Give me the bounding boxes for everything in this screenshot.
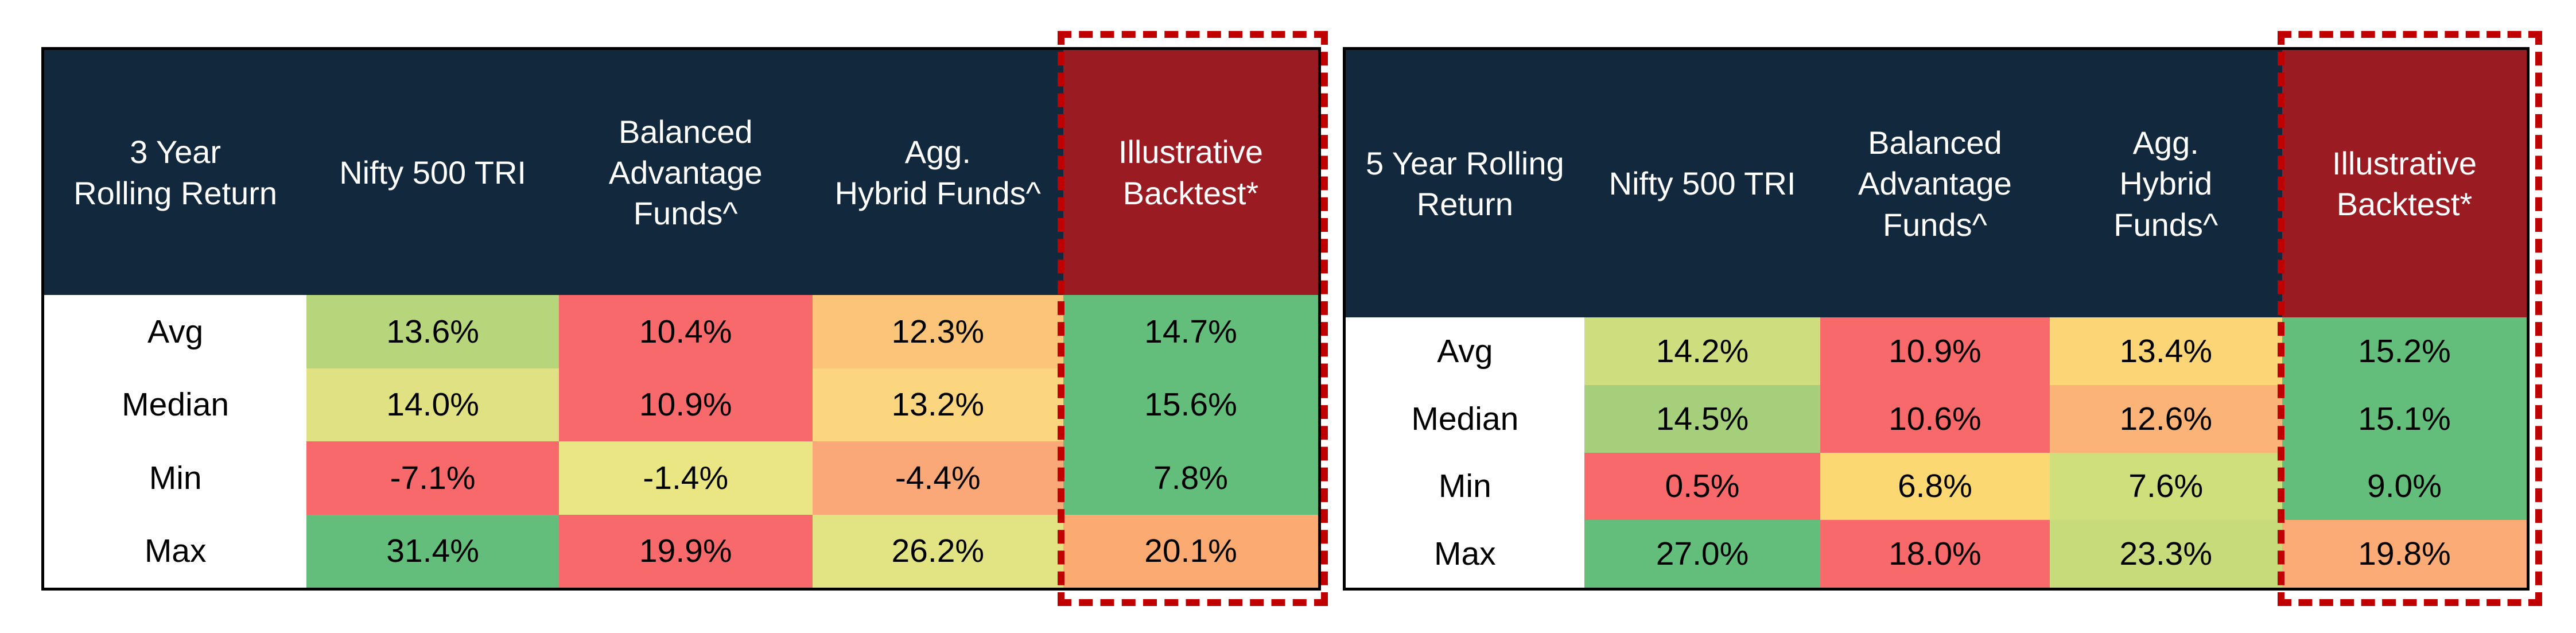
row-label-median-3yr: Median: [44, 368, 307, 441]
row-label-avg-5yr: Avg: [1346, 317, 1584, 385]
heatmap-cell-min-nifty-5yr: 0.5%: [1584, 452, 1821, 521]
column-header-illustrative-backtest-3yr: Illustrative Backtest*: [1063, 50, 1318, 295]
column-header-agg-hybrid-funds-3yr: Agg. Hybrid Funds^: [812, 50, 1063, 295]
heatmap-cell-min-backtest-3yr: 7.8%: [1063, 441, 1318, 515]
table-row-median-5yr: Median 14.5% 10.6% 12.6% 15.1%: [1346, 385, 2527, 453]
row-label-avg-3yr: Avg: [44, 295, 307, 368]
table-row-min-3yr: Min -7.1% -1.4% -4.4% 7.8%: [44, 441, 1318, 515]
heatmap-cell-avg-backtest-3yr: 14.7%: [1063, 295, 1318, 368]
heatmap-cell-min-baf-5yr: 6.8%: [1820, 452, 2050, 521]
heatmap-cell-median-backtest-3yr: 15.6%: [1063, 368, 1318, 441]
row-label-min-5yr: Min: [1346, 452, 1584, 521]
heatmap-cell-avg-ahf-5yr: 13.4%: [2049, 317, 2282, 385]
heatmap-cell-avg-nifty-3yr: 13.6%: [306, 295, 559, 368]
header-row-3yr: 3 Year Rolling Return Nifty 500 TRI Bala…: [44, 50, 1318, 295]
column-header-nifty-500-tri-3yr: Nifty 500 TRI: [306, 50, 559, 295]
column-header-nifty-500-tri-5yr: Nifty 500 TRI: [1584, 50, 1821, 317]
row-label-max-5yr: Max: [1346, 520, 1584, 588]
row-label-max-3yr: Max: [44, 514, 307, 588]
rolling-return-table-3yr: 3 Year Rolling Return Nifty 500 TRI Bala…: [41, 47, 1321, 591]
heatmap-cell-max-ahf-5yr: 23.3%: [2049, 520, 2282, 588]
row-label-min-3yr: Min: [44, 441, 307, 515]
column-header-balanced-advantage-funds-5yr: Balanced Advantage Funds^: [1820, 50, 2050, 317]
table-row-avg-5yr: Avg 14.2% 10.9% 13.4% 15.2%: [1346, 317, 2527, 385]
heatmap-cell-min-nifty-3yr: -7.1%: [306, 441, 559, 515]
rolling-return-table-5yr: 5 Year Rolling Return Nifty 500 TRI Bala…: [1343, 47, 2530, 591]
table-row-avg-3yr: Avg 13.6% 10.4% 12.3% 14.7%: [44, 295, 1318, 368]
corner-header-5yr: 5 Year Rolling Return: [1346, 50, 1584, 317]
heatmap-cell-min-ahf-3yr: -4.4%: [812, 441, 1063, 515]
heatmap-cell-median-nifty-3yr: 14.0%: [306, 368, 559, 441]
heatmap-cell-max-nifty-5yr: 27.0%: [1584, 520, 1821, 588]
heatmap-cell-min-backtest-5yr: 9.0%: [2282, 452, 2527, 521]
heatmap-cell-min-baf-3yr: -1.4%: [558, 441, 813, 515]
table-row-max-3yr: Max 31.4% 19.9% 26.2% 20.1%: [44, 514, 1318, 588]
heatmap-cell-max-ahf-3yr: 26.2%: [812, 514, 1063, 588]
heatmap-cell-median-nifty-5yr: 14.5%: [1584, 385, 1821, 453]
heatmap-cell-max-baf-3yr: 19.9%: [558, 514, 813, 588]
heatmap-cell-median-baf-5yr: 10.6%: [1820, 385, 2050, 453]
heatmap-cell-median-backtest-5yr: 15.1%: [2282, 385, 2527, 453]
column-header-agg-hybrid-funds-5yr: Agg. Hybrid Funds^: [2049, 50, 2282, 317]
table-row-max-5yr: Max 27.0% 18.0% 23.3% 19.8%: [1346, 520, 2527, 588]
table-row-min-5yr: Min 0.5% 6.8% 7.6% 9.0%: [1346, 452, 2527, 521]
corner-header-3yr: 3 Year Rolling Return: [44, 50, 307, 295]
heatmap-cell-median-baf-3yr: 10.9%: [558, 368, 813, 441]
column-header-balanced-advantage-funds-3yr: Balanced Advantage Funds^: [558, 50, 813, 295]
heatmap-cell-avg-baf-3yr: 10.4%: [558, 295, 813, 368]
heatmap-cell-min-ahf-5yr: 7.6%: [2049, 452, 2282, 521]
heatmap-cell-max-backtest-3yr: 20.1%: [1063, 514, 1318, 588]
heatmap-cell-max-baf-5yr: 18.0%: [1820, 520, 2050, 588]
table-row-median-3yr: Median 14.0% 10.9% 13.2% 15.6%: [44, 368, 1318, 441]
column-header-illustrative-backtest-5yr: Illustrative Backtest*: [2282, 50, 2527, 317]
heatmap-cell-median-ahf-5yr: 12.6%: [2049, 385, 2282, 453]
heatmap-cell-max-backtest-5yr: 19.8%: [2282, 520, 2527, 588]
heatmap-cell-avg-baf-5yr: 10.9%: [1820, 317, 2050, 385]
heatmap-cell-median-ahf-3yr: 13.2%: [812, 368, 1063, 441]
heatmap-cell-max-nifty-3yr: 31.4%: [306, 514, 559, 588]
heatmap-cell-avg-nifty-5yr: 14.2%: [1584, 317, 1821, 385]
heatmap-cell-avg-ahf-3yr: 12.3%: [812, 295, 1063, 368]
header-row-5yr: 5 Year Rolling Return Nifty 500 TRI Bala…: [1346, 50, 2527, 317]
row-label-median-5yr: Median: [1346, 385, 1584, 453]
heatmap-cell-avg-backtest-5yr: 15.2%: [2282, 317, 2527, 385]
